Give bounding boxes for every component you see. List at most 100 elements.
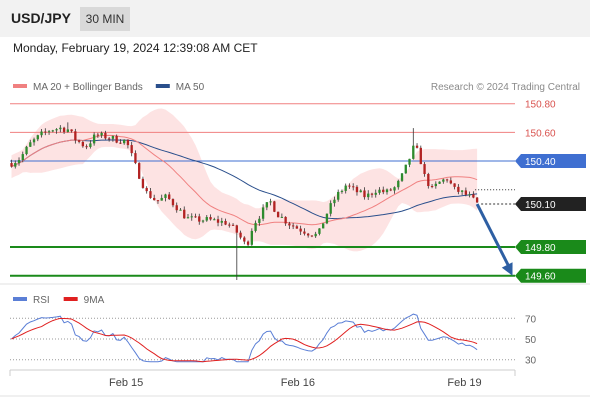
candle-body: [374, 192, 377, 195]
candle-body: [66, 129, 70, 132]
candle-body: [400, 173, 404, 181]
rsi-level-label: 30: [525, 356, 537, 367]
candle-body: [115, 135, 118, 143]
candle-body: [138, 163, 141, 179]
candle-body: [445, 179, 449, 181]
candle-body: [430, 186, 434, 188]
candle-body: [442, 179, 445, 182]
candle-body: [460, 190, 464, 192]
candle-body: [205, 217, 208, 221]
candle-body: [314, 233, 317, 237]
candle-body: [355, 186, 359, 193]
candle-body: [175, 205, 178, 211]
chart-legend: MA 20 + Bollinger Bands MA 50: [13, 82, 205, 93]
candle-body: [17, 160, 21, 164]
legend-label: MA 50: [176, 82, 205, 93]
candle-body: [457, 186, 460, 192]
candle-body: [333, 199, 336, 204]
candle-body: [168, 194, 171, 200]
candle-body: [14, 163, 17, 167]
legend-swatch: [155, 84, 170, 88]
level-tag: [515, 197, 586, 212]
candle-body: [164, 194, 167, 198]
candle-body: [141, 178, 145, 188]
level-tag: [515, 240, 586, 255]
candle-body: [160, 197, 163, 201]
candle-body: [344, 185, 347, 191]
candle-body: [318, 228, 321, 234]
candle-body: [235, 225, 238, 233]
candle-body: [306, 233, 310, 236]
candle-body: [475, 197, 479, 203]
rsi-legend-swatch: [13, 297, 27, 301]
candle-body: [85, 146, 88, 148]
candle-body: [228, 224, 231, 226]
candle-body: [47, 131, 51, 133]
candle-body: [70, 129, 73, 132]
level-label: 149.80: [525, 243, 556, 254]
level-label: 150.40: [525, 157, 556, 168]
timeframe-button[interactable]: 30 MIN: [80, 7, 130, 31]
candle-body: [44, 131, 47, 133]
candle-body: [408, 158, 411, 165]
candle-body: [92, 134, 96, 144]
candle-body: [36, 135, 39, 140]
toolbar: USD/JPY 30 MIN: [0, 0, 590, 37]
candle-body: [404, 164, 407, 174]
candle-body: [254, 222, 257, 231]
candle-body: [382, 189, 385, 193]
candle-body: [100, 132, 103, 136]
candle-body: [246, 241, 250, 245]
candle-body: [40, 131, 43, 136]
rsi-level-label: 50: [525, 335, 537, 346]
rsi-ma-line: [11, 317, 478, 363]
candle-body: [201, 220, 205, 222]
candle-body: [119, 142, 122, 144]
candle-body: [10, 163, 13, 167]
level-label: 150.60: [525, 128, 556, 139]
rsi-legend-label: 9MA: [84, 295, 105, 306]
candle-body: [134, 153, 137, 164]
forecast-arrow-shaft: [475, 203, 511, 269]
candle-body: [434, 183, 437, 187]
candle-body: [29, 142, 32, 147]
forecast-arrow-head: [501, 262, 513, 276]
candle-body: [126, 139, 130, 146]
candle-body: [21, 154, 24, 161]
candle-body: [130, 145, 133, 154]
main-plot: 150.80 150.60 150.40 150.10 149.80 149.60: [0, 100, 590, 285]
candle-body: [89, 143, 92, 147]
candle-body: [231, 224, 235, 226]
candle-body: [303, 231, 306, 234]
candle-body: [370, 193, 374, 195]
candle-body: [337, 191, 340, 200]
candle-body: [423, 164, 426, 175]
candle-body: [367, 193, 370, 198]
candle-body: [250, 230, 253, 245]
candle-body: [340, 190, 344, 192]
rsi-plot: RSI 9MA 70 50 30: [10, 295, 537, 367]
candle-body: [393, 187, 396, 191]
candle-body: [359, 190, 362, 193]
legend-swatch: [13, 84, 27, 88]
candle-body: [310, 235, 314, 237]
bollinger-band: [11, 108, 478, 252]
candle-body: [107, 138, 111, 140]
candle-body: [453, 183, 456, 187]
candle-body: [329, 203, 332, 214]
candle-body: [258, 218, 261, 223]
candle-body: [273, 201, 276, 212]
candle-body: [363, 190, 366, 198]
candle-body: [145, 187, 148, 192]
candle-body: [220, 220, 223, 223]
candle-body: [415, 145, 419, 148]
rsi-line: [11, 313, 478, 363]
candle-body: [239, 232, 242, 238]
x-axis: Feb 15 Feb 16 Feb 19: [0, 369, 590, 397]
candle-body: [325, 213, 329, 224]
candle-body: [243, 237, 246, 242]
candle-body: [397, 180, 400, 188]
candle-body: [213, 219, 216, 221]
candle-body: [291, 225, 295, 227]
